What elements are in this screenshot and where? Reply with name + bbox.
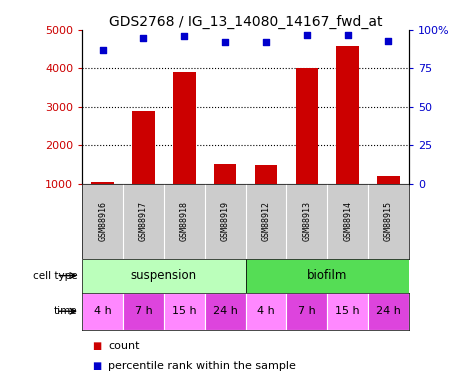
Point [140,34,147,40]
Bar [82,259,245,292]
Bar [337,46,359,184]
Title: GDS2768 / IG_13_14080_14167_fwd_at: GDS2768 / IG_13_14080_14167_fwd_at [109,15,382,29]
Point [385,38,392,44]
Bar [92,182,114,184]
Text: 15 h: 15 h [172,306,196,316]
Text: GSM88916: GSM88916 [98,201,107,241]
Point [99,47,106,53]
Point [180,33,188,39]
Text: 7 h: 7 h [298,306,316,316]
Bar [173,72,196,184]
Text: biofilm: biofilm [307,269,347,282]
Point [221,39,229,45]
Bar [296,68,318,184]
Point [344,32,352,38]
Bar [164,292,205,330]
Text: ■: ■ [92,361,101,371]
Bar [205,292,245,330]
Point [303,32,311,38]
Text: GSM88918: GSM88918 [180,201,189,241]
Text: time: time [54,306,78,316]
Text: suspension: suspension [131,269,197,282]
Text: 7 h: 7 h [134,306,152,316]
Text: 15 h: 15 h [335,306,360,316]
Text: 4 h: 4 h [94,306,111,316]
Bar [245,259,409,292]
Point [262,39,270,45]
Text: 4 h: 4 h [257,306,275,316]
Text: 24 h: 24 h [376,306,401,316]
Text: GSM88917: GSM88917 [139,201,148,241]
Bar [82,292,123,330]
Text: cell type: cell type [33,271,78,280]
Bar [327,292,368,330]
Text: percentile rank within the sample: percentile rank within the sample [108,361,296,371]
Bar [214,164,236,184]
Bar [286,292,327,330]
Bar [123,292,164,330]
Bar [132,111,155,184]
Text: GSM88913: GSM88913 [302,201,311,241]
Text: GSM88912: GSM88912 [261,201,271,241]
Text: GSM88914: GSM88914 [343,201,352,241]
Bar [368,292,409,330]
Text: 24 h: 24 h [213,306,238,316]
Text: GSM88919: GSM88919 [220,201,230,241]
Bar [377,176,400,184]
Bar [245,292,286,330]
Text: ■: ■ [92,341,101,351]
Bar [255,165,277,184]
Text: GSM88915: GSM88915 [384,201,393,241]
Text: count: count [108,341,140,351]
